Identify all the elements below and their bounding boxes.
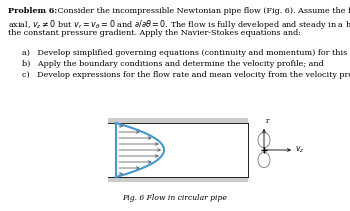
Bar	[108, 177, 248, 182]
Text: b)   Apply the boundary conditions and determine the velocity profile; and: b) Apply the boundary conditions and det…	[22, 60, 324, 68]
Text: Fig. 6 Flow in circular pipe: Fig. 6 Flow in circular pipe	[122, 194, 228, 202]
Ellipse shape	[258, 133, 270, 148]
Text: $v_z$: $v_z$	[295, 145, 304, 155]
Text: a)   Develop simplified governing equations (continuity and momentum) for this f: a) Develop simplified governing equation…	[22, 49, 350, 57]
Ellipse shape	[258, 152, 270, 168]
Text: r: r	[266, 117, 269, 125]
Bar	[108, 118, 248, 123]
Text: the constant pressure gradient. Apply the Navier-Stokes equations and:: the constant pressure gradient. Apply th…	[8, 29, 301, 37]
Text: Consider the incompressible Newtonian pipe flow (Fig. 6). Assume the flow is ess: Consider the incompressible Newtonian pi…	[55, 7, 350, 15]
Text: c)   Develop expressions for the flow rate and mean velocity from the velocity p: c) Develop expressions for the flow rate…	[22, 71, 350, 79]
Bar	[108, 123, 248, 177]
Text: axial, $v_z \neq 0$ but $v_r = v_\theta = 0$ and $\partial/\partial\theta = 0$. : axial, $v_z \neq 0$ but $v_r = v_\theta …	[8, 18, 350, 31]
Text: Problem 6:: Problem 6:	[8, 7, 57, 15]
